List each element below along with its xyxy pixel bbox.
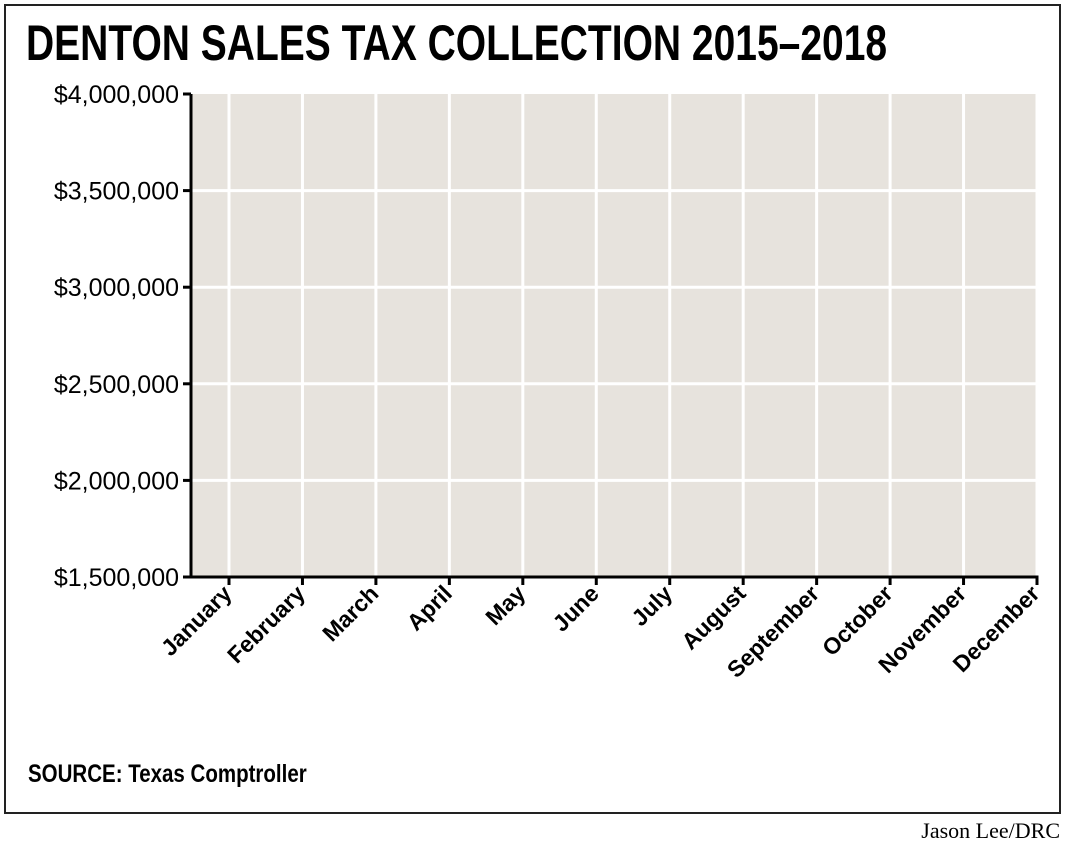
x-tick-label: May — [480, 580, 530, 630]
x-tick-label: June — [547, 580, 603, 636]
x-tick-label: February — [222, 580, 310, 668]
x-tick-label: August — [676, 580, 751, 655]
y-tick-label: $4,000,000 — [54, 81, 179, 109]
photo-credit: Jason Lee/DRC — [921, 818, 1060, 843]
x-tick-label: March — [317, 580, 383, 646]
plot-area — [191, 94, 1037, 577]
y-tick-label: $1,500,000 — [54, 564, 179, 592]
y-tick-label: $2,500,000 — [54, 371, 179, 399]
chart-frame — [4, 4, 1061, 814]
source-note: SOURCE: Texas Comptroller — [28, 760, 307, 788]
x-tick-label: July — [626, 580, 677, 631]
x-tick-label: April — [401, 580, 456, 635]
y-tick-label: $2,000,000 — [54, 467, 179, 495]
chart-title: DENTON SALES TAX COLLECTION 2015–2018 — [26, 15, 888, 71]
y-tick-label: $3,500,000 — [54, 178, 179, 206]
y-tick-label: $3,000,000 — [54, 274, 179, 302]
